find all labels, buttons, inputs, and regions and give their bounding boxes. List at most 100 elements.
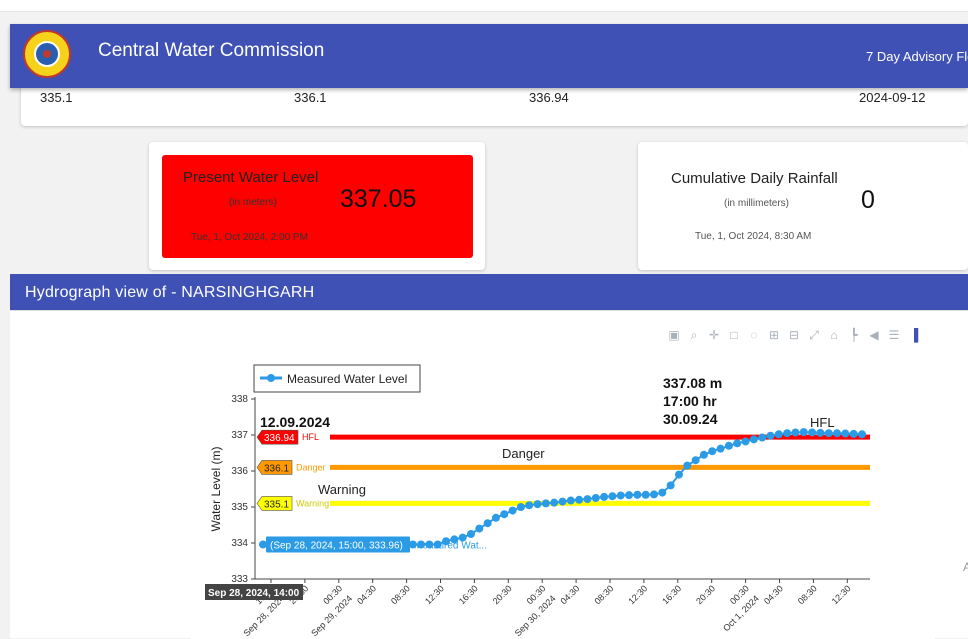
water-level-time: Tue, 1, Oct 2024, 2:00 PM [191, 232, 308, 243]
data-point [758, 433, 767, 442]
info-value: 335.1 [40, 90, 73, 105]
data-point [841, 429, 850, 438]
data-point [458, 533, 467, 542]
data-point [408, 540, 417, 549]
warning-text-annotation: Warning [318, 482, 366, 497]
data-point [483, 519, 492, 528]
data-point [824, 429, 833, 438]
data-point [683, 461, 692, 470]
rainfall-time: Tue, 1, Oct 2024, 8:30 AM [695, 231, 812, 242]
data-point [550, 498, 559, 507]
data-point [833, 429, 842, 438]
pan-icon[interactable]: ✛ [708, 328, 720, 342]
data-point [691, 456, 700, 465]
data-point [816, 428, 825, 437]
data-point [516, 503, 525, 511]
hover-trace-label: Measured Wat... [414, 540, 487, 551]
hover-closest-icon[interactable]: ◀ [869, 328, 879, 342]
reference-value-tag [256, 429, 299, 445]
autoscale-icon[interactable]: ⤢ [809, 328, 819, 342]
data-point [674, 470, 683, 479]
data-point [641, 490, 650, 499]
data-point [625, 491, 634, 500]
hover-compare-icon[interactable]: ☰ [888, 328, 900, 342]
data-point [658, 488, 667, 497]
data-point [533, 500, 542, 509]
y-tick-label: 335 [231, 502, 248, 513]
info-value: 2024-09-12 [859, 90, 926, 105]
data-point [858, 430, 866, 439]
reference-value-tag [256, 460, 293, 475]
data-point [466, 530, 475, 538]
camera-icon[interactable]: ▣ [668, 328, 680, 342]
reference-value-tag [256, 496, 293, 511]
data-point [791, 428, 800, 437]
data-point [600, 492, 609, 501]
data-point [583, 495, 592, 504]
peak-time-annotation: 17:00 hr [663, 393, 717, 409]
data-point [650, 490, 659, 499]
advisory-link[interactable]: 7 Day Advisory Flo [866, 49, 968, 64]
water-level-title: Present Water Level [183, 169, 319, 186]
reference-value-label: 335.1 [264, 499, 289, 510]
data-point [566, 496, 575, 505]
hfl-date-annotation: 12.09.2024 [260, 414, 330, 430]
water-level-unit: (in meters) [229, 197, 277, 208]
data-point [558, 497, 567, 506]
rainfall-unit: (in millimeters) [724, 198, 789, 209]
legend-label: Measured Water Level [287, 372, 407, 386]
cumulative-rainfall-card: Cumulative Daily Rainfall (in millimeter… [638, 142, 968, 270]
chart-modebar: ▣ ⌕ ✛ □ ◌ ⊞ ⊟ ⤢ ⌂ ┡ ◀ ☰ ▐ [666, 327, 922, 343]
reference-name-label: HFL [302, 432, 319, 442]
app-title: Central Water Commission [98, 40, 325, 61]
legend-marker [267, 374, 275, 382]
scroll-hint-text: A [963, 560, 968, 574]
hover-point-label: (Sep 28, 2024, 15:00, 333.96) [270, 540, 403, 551]
water-level-status-box: Present Water Level (in meters) 337.05 T… [162, 155, 473, 258]
box-select-icon[interactable]: □ [730, 328, 738, 342]
data-point [708, 447, 717, 456]
browser-top-strip [0, 0, 968, 12]
hydrograph-chart[interactable]: 336.94 HFL 336.1 Danger 335.1 Warning 333 334 3… [10, 311, 968, 639]
hydrograph-title: Hydrograph view of - NARSINGHGARH [25, 284, 315, 301]
data-point [774, 430, 783, 439]
hfl-text-annotation: HFL [810, 415, 835, 430]
present-water-level-card: Present Water Level (in meters) 337.05 T… [149, 142, 485, 270]
hover-x-label: Sep 28, 2024, 14:00 [208, 588, 300, 599]
rainfall-title: Cumulative Daily Rainfall [671, 170, 838, 187]
y-tick-label: 337 [231, 430, 248, 441]
data-point [633, 490, 642, 499]
lasso-icon[interactable]: ◌ [750, 328, 758, 342]
y-tick-label: 333 [231, 574, 248, 585]
data-point [849, 429, 858, 438]
data-point [808, 428, 817, 437]
data-point [799, 428, 808, 437]
data-point [716, 444, 725, 453]
data-point [433, 540, 442, 549]
rainfall-value: 0 [861, 186, 875, 214]
data-point [591, 494, 600, 502]
app-header: Central Water Commission 7 Day Advisory … [10, 24, 968, 88]
y-tick-label: 336 [231, 466, 248, 477]
data-point [442, 537, 451, 546]
zoom-icon[interactable]: ⌕ [690, 328, 698, 342]
reset-axes-icon[interactable]: ⌂ [830, 328, 838, 342]
zoom-out-icon[interactable]: ⊟ [788, 328, 800, 342]
data-point [749, 435, 758, 444]
zoom-in-icon[interactable]: ⊞ [768, 328, 780, 342]
water-level-value: 337.05 [340, 185, 417, 213]
data-point [425, 540, 434, 549]
data-point [783, 429, 792, 438]
data-point [575, 495, 584, 504]
data-point [724, 441, 733, 450]
reference-name-label: Danger [296, 462, 326, 472]
peak-date-annotation: 30.09.24 [663, 411, 718, 427]
spike-lines-icon[interactable]: ┡ [850, 328, 858, 342]
reference-value-label: 336.1 [264, 463, 289, 474]
data-point [491, 513, 500, 522]
data-point [666, 481, 675, 490]
data-point [525, 501, 534, 510]
data-point [733, 439, 742, 448]
plotly-logo-icon[interactable]: ▐ [909, 328, 919, 342]
data-point [450, 535, 459, 544]
